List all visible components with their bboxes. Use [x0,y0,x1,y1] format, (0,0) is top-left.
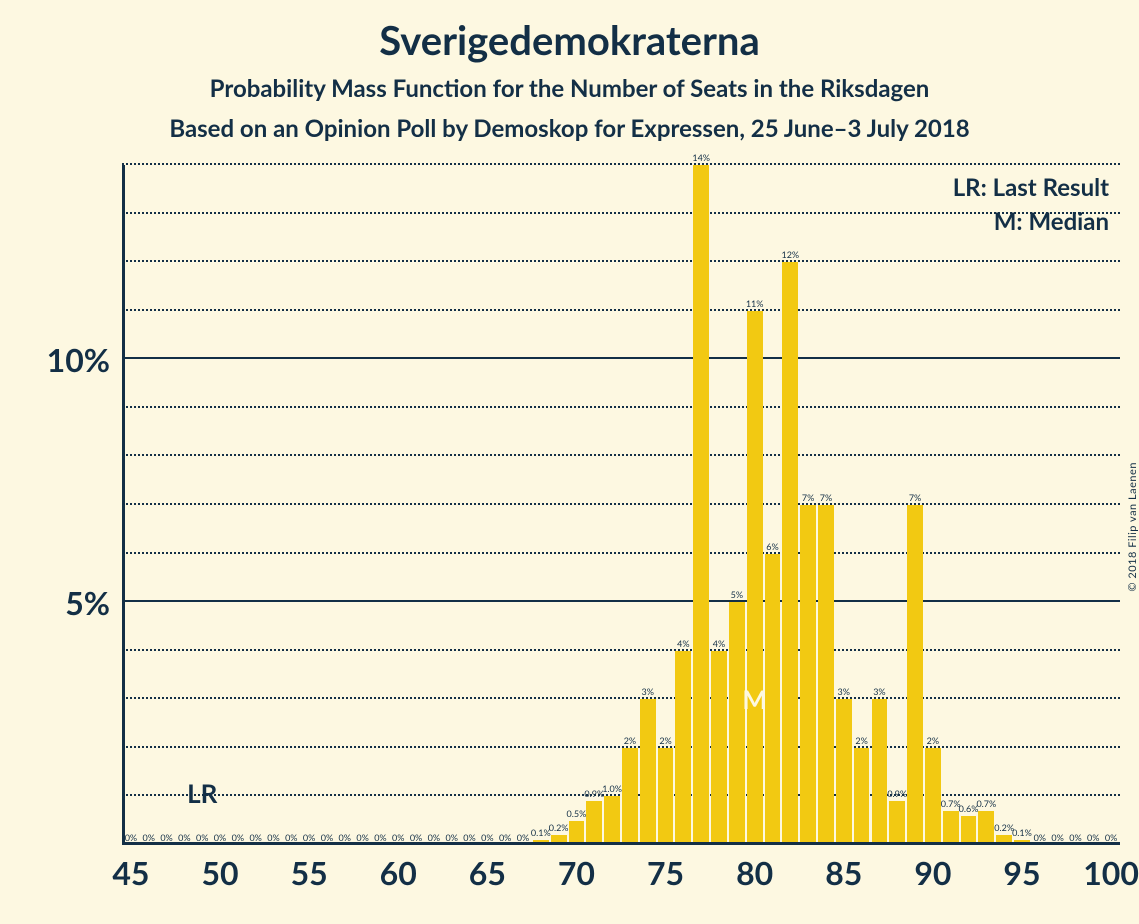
marker-lr: LR [187,777,217,809]
y-axis-tick-label: 5% [65,583,110,622]
chart-markers: LR M [122,165,1120,845]
x-axis-tick-label: 70 [558,853,595,892]
x-axis-tick-label: 55 [291,853,328,892]
x-axis-tick-label: 60 [380,853,417,892]
legend-median: M: Median [994,207,1109,236]
x-axis-tick-label: 90 [914,853,951,892]
x-axis-tick-label: 80 [736,853,773,892]
bar-value-label: 14% [692,152,710,163]
x-axis-tick-label: 65 [469,853,506,892]
copyright-note: © 2018 Filip van Laenen [1127,462,1139,592]
x-axis-tick-label: 85 [825,853,862,892]
y-axis-tick-label: 10% [47,340,110,379]
x-axis-tick-label: 75 [647,853,684,892]
x-axis-labels: 4550556065707580859095100 [122,853,1120,903]
chart-subtitle-2: Based on an Opinion Poll by Demoskop for… [0,114,1139,143]
chart-subtitle-1: Probability Mass Function for the Number… [0,74,1139,103]
marker-m: M [742,683,767,715]
x-axis-tick-label: 45 [112,853,149,892]
x-axis-tick-label: 50 [201,853,238,892]
legend-last-result: LR: Last Result [953,173,1109,202]
chart-title: Sverigedemokraterna [0,16,1139,64]
chart-plot-area: 0%0%0%0%0%0%0%0%0%0%0%0%0%0%0%0%0%0%0%0%… [122,165,1120,845]
x-axis-tick-label: 100 [1083,853,1139,892]
x-axis-tick-label: 95 [1003,853,1040,892]
